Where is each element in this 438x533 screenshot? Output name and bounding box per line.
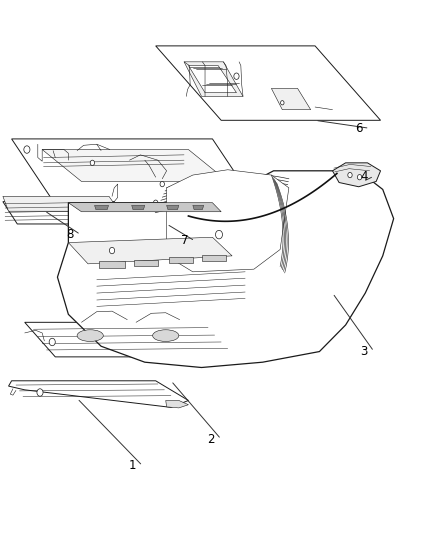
Polygon shape [166, 205, 179, 209]
Polygon shape [132, 205, 145, 209]
Circle shape [49, 338, 55, 346]
Circle shape [357, 174, 362, 180]
Ellipse shape [77, 330, 103, 342]
Text: 1: 1 [128, 459, 136, 472]
Text: 3: 3 [360, 345, 367, 358]
Circle shape [234, 73, 239, 79]
Polygon shape [201, 255, 226, 261]
Circle shape [160, 181, 164, 187]
Polygon shape [169, 257, 193, 263]
Polygon shape [188, 66, 237, 93]
Polygon shape [42, 150, 228, 181]
Polygon shape [193, 205, 204, 209]
Circle shape [348, 172, 352, 177]
Polygon shape [155, 46, 381, 120]
Circle shape [24, 146, 30, 154]
Circle shape [215, 230, 223, 239]
Text: 2: 2 [207, 433, 215, 446]
Circle shape [281, 101, 284, 105]
Polygon shape [25, 322, 245, 357]
Polygon shape [99, 261, 125, 268]
Text: 7: 7 [181, 235, 188, 247]
Circle shape [110, 247, 115, 254]
Polygon shape [68, 203, 221, 212]
Polygon shape [166, 400, 188, 408]
Polygon shape [95, 205, 109, 209]
Text: 4: 4 [360, 169, 367, 183]
Polygon shape [3, 196, 120, 211]
Polygon shape [184, 62, 243, 96]
Ellipse shape [152, 330, 179, 342]
Polygon shape [272, 88, 311, 110]
Polygon shape [12, 139, 269, 224]
Polygon shape [166, 169, 289, 272]
Polygon shape [57, 171, 394, 368]
Text: 6: 6 [356, 122, 363, 135]
Polygon shape [134, 260, 158, 266]
Polygon shape [9, 381, 188, 407]
Polygon shape [332, 163, 381, 187]
Circle shape [37, 389, 43, 396]
Text: 8: 8 [67, 228, 74, 241]
Polygon shape [3, 201, 130, 224]
Circle shape [153, 200, 158, 205]
Circle shape [90, 160, 95, 165]
Polygon shape [68, 237, 232, 264]
